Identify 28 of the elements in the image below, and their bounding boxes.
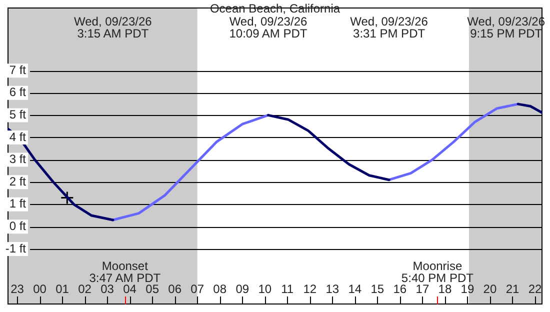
y-tick-label: 6 ft xyxy=(9,85,27,100)
x-tick-label: 14 xyxy=(348,282,362,296)
y-tick-label: 7 ft xyxy=(9,62,27,77)
x-tick-label: 22 xyxy=(528,282,542,296)
x-tick-label: 21 xyxy=(506,282,520,296)
x-tick-label: 10 xyxy=(258,282,272,296)
y-tick-label: -1 ft xyxy=(5,241,27,256)
x-tick-label: 02 xyxy=(78,282,92,296)
y-tick-label: 1 ft xyxy=(9,196,27,211)
y-tick-label: 5 ft xyxy=(9,108,27,122)
annotation: Wed, 09/23/26 10:09 AM PDT xyxy=(229,14,308,40)
x-tick-label: 00 xyxy=(33,282,47,296)
y-tick-label: 3 ft xyxy=(9,152,27,166)
annotation: Wed, 09/23/26 3:15 AM PDT xyxy=(74,14,152,40)
x-tick-label: 09 xyxy=(236,282,250,296)
x-tick-label: 12 xyxy=(303,282,317,296)
x-tick-label: 01 xyxy=(56,282,70,296)
x-tick-label: 13 xyxy=(326,282,340,296)
annotation: Wed, 09/23/26 3:31 PM PDT xyxy=(350,14,428,40)
y-tick-label: 2 ft xyxy=(9,174,27,188)
x-tick-label: 20 xyxy=(483,282,497,296)
x-tick-label: 15 xyxy=(370,282,384,296)
x-tick-label: 23 xyxy=(10,282,24,296)
y-tick-label: 0 ft xyxy=(9,218,27,233)
x-tick-label: 06 xyxy=(168,282,182,296)
x-tick-label: 11 xyxy=(281,282,294,296)
x-tick-label: 07 xyxy=(190,282,204,296)
x-tick-label: 08 xyxy=(213,282,227,296)
